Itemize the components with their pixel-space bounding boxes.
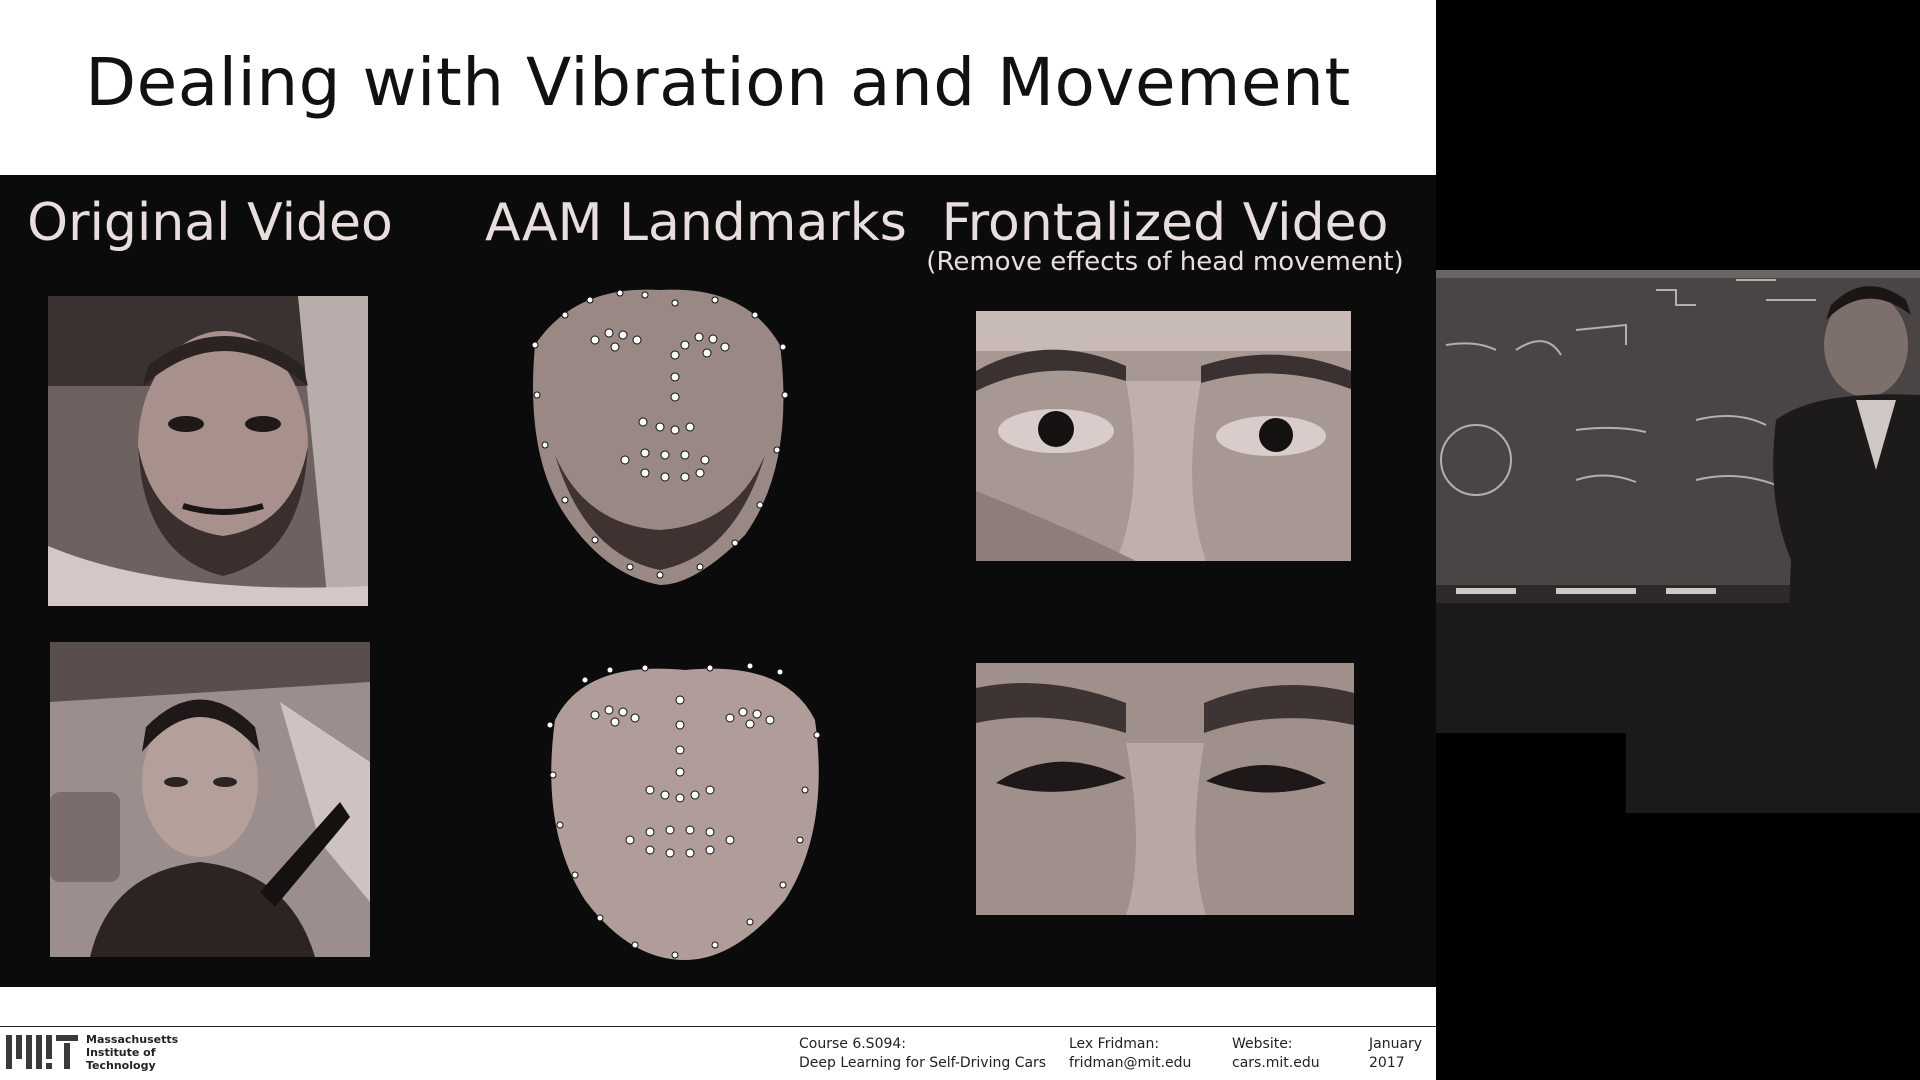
lecturer-video-feed — [1436, 0, 1920, 1080]
original-video-frame-2 — [50, 642, 370, 957]
figure-panel: Original Video AAM Landmarks Frontalized… — [0, 175, 1436, 987]
course-info: Course 6.S094: Deep Learning for Self-Dr… — [799, 1035, 1046, 1073]
date-year: 2017 — [1369, 1055, 1405, 1071]
course-name: Deep Learning for Self-Driving Cars — [799, 1055, 1047, 1071]
footer-divider — [0, 1026, 1436, 1027]
date-month: January — [1369, 1036, 1423, 1052]
mit-logo — [6, 1033, 78, 1075]
heading-aam-landmarks: AAM Landmarks — [485, 193, 907, 253]
frontalized-video-frame-1 — [976, 311, 1351, 561]
course-label: Course 6.S094: — [799, 1036, 907, 1052]
website-url: cars.mit.edu — [1232, 1055, 1320, 1071]
mit-wordmark: Massachusetts Institute of Technology — [86, 1033, 178, 1072]
lecturer-video-image — [1436, 0, 1920, 1080]
institution-line-1: Massachusetts — [86, 1033, 179, 1046]
author-email: fridman@mit.edu — [1069, 1055, 1192, 1071]
original-video-frame-1 — [48, 296, 368, 606]
subheading-frontalized-video: (Remove effects of head movement) — [926, 247, 1404, 277]
date-info: January 2017 — [1369, 1035, 1422, 1073]
author-label: Lex Fridman: — [1069, 1036, 1160, 1052]
aam-landmarks-face-2 — [535, 660, 835, 960]
website-label: Website: — [1232, 1036, 1293, 1052]
institution-line-3: Technology — [86, 1059, 156, 1072]
website-info: Website: cars.mit.edu — [1232, 1035, 1320, 1073]
heading-frontalized-video: Frontalized Video — [941, 193, 1389, 253]
author-info: Lex Fridman: fridman@mit.edu — [1069, 1035, 1191, 1073]
institution-line-2: Institute of — [86, 1046, 156, 1059]
aam-landmarks-face-1 — [515, 285, 805, 585]
frontalized-video-frame-2 — [976, 663, 1354, 915]
slide-title: Dealing with Vibration and Movement — [85, 44, 1351, 121]
slide: Dealing with Vibration and Movement Orig… — [0, 0, 1436, 1080]
slide-footer: Massachusetts Institute of Technology Co… — [0, 1027, 1436, 1080]
heading-original-video: Original Video — [27, 193, 393, 253]
